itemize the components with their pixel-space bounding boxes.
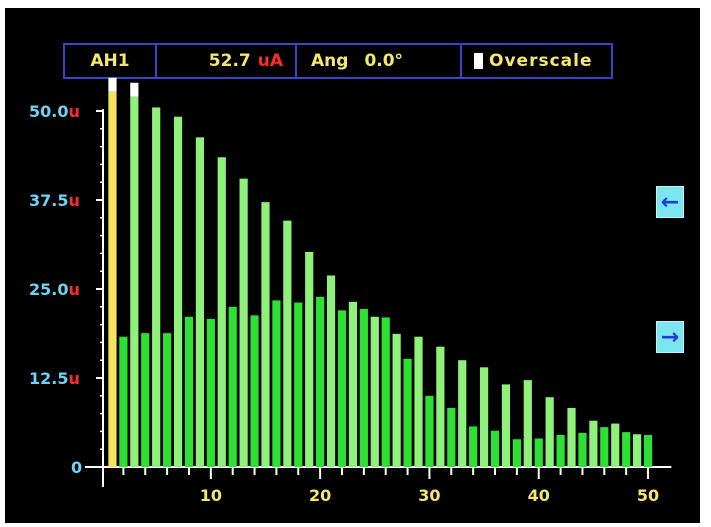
harmonic-bar xyxy=(250,315,259,467)
harmonic-bar xyxy=(447,407,456,467)
harmonic-bar xyxy=(370,316,379,467)
harmonic-bar xyxy=(119,336,128,467)
harmonic-bar xyxy=(556,434,565,467)
harmonic-bar xyxy=(206,318,215,467)
harmonic-value-unit: uA xyxy=(257,51,283,71)
harmonic-bar xyxy=(501,384,511,467)
harmonic-bar xyxy=(272,300,281,467)
harmonic-bar xyxy=(337,310,347,467)
harmonic-bar xyxy=(228,306,237,467)
harmonic-bar xyxy=(163,333,172,467)
x-tick-label: 40 xyxy=(528,486,550,505)
harmonic-bar xyxy=(130,96,139,467)
harmonic-bar xyxy=(458,360,467,467)
harmonic-value-readout: 52.7 uA xyxy=(157,45,297,77)
harmonic-bar xyxy=(316,296,325,467)
harmonic-bar xyxy=(381,317,390,467)
harmonic-bar xyxy=(195,137,205,467)
harmonic-bar xyxy=(141,333,150,467)
harmonic-bar xyxy=(152,107,161,467)
arrow-left-icon: ← xyxy=(660,189,680,215)
y-tick-label: 37.5u xyxy=(29,191,80,210)
overscale-legend: Overscale xyxy=(462,45,611,77)
overscale-label: Overscale xyxy=(489,51,593,71)
overscale-swatch xyxy=(474,53,483,69)
harmonic-bar xyxy=(545,397,554,467)
harmonic-bar xyxy=(534,438,543,467)
harmonic-bar xyxy=(479,367,489,467)
harmonic-selector[interactable]: AH1 xyxy=(65,45,157,77)
harmonic-value: 52.7 xyxy=(208,51,251,71)
y-tick-label: 25.0u xyxy=(29,280,80,299)
harmonic-bar xyxy=(392,333,401,467)
harmonic-bar xyxy=(261,202,270,468)
harmonic-bar xyxy=(589,420,598,467)
x-tick-label: 20 xyxy=(309,486,331,505)
harmonic-bar xyxy=(184,316,194,467)
harmonic-bar xyxy=(294,302,303,467)
scroll-right-button[interactable]: → xyxy=(656,321,684,353)
harmonic-bar xyxy=(326,275,336,467)
angle-value: 0.0° xyxy=(364,51,404,71)
x-tick-label: 10 xyxy=(200,486,222,505)
harmonic-bar xyxy=(643,434,653,467)
y-tick-label: 0 xyxy=(71,458,82,477)
harmonic-bar xyxy=(622,432,631,467)
harmonic-bar xyxy=(469,426,478,467)
harmonic-bar xyxy=(414,336,423,467)
harmonic-bar xyxy=(523,380,532,467)
harmonic-bar xyxy=(600,427,609,467)
harmonic-bar xyxy=(567,407,576,467)
angle-label: Ang xyxy=(311,51,349,71)
arrow-right-icon: → xyxy=(660,324,680,350)
harmonic-bar xyxy=(436,346,445,467)
harmonic-bar xyxy=(425,395,434,467)
x-tick-label: 30 xyxy=(418,486,440,505)
harmonic-bar xyxy=(490,430,500,467)
x-tick-label: 50 xyxy=(637,486,659,505)
overscale-marker xyxy=(130,82,139,97)
scroll-left-button[interactable]: ← xyxy=(656,186,684,218)
harmonic-label: AH1 xyxy=(90,51,130,71)
harmonic-bar xyxy=(108,91,117,467)
harmonic-bar xyxy=(217,157,226,467)
y-tick-label: 50.0u xyxy=(29,102,80,121)
harmonic-bar xyxy=(578,432,587,467)
y-tick-label: 12.5u xyxy=(29,369,80,388)
harmonic-bar xyxy=(611,423,620,467)
harmonic-bar xyxy=(403,358,412,467)
harmonic-bar xyxy=(512,439,521,467)
angle-readout: Ang 0.0° xyxy=(297,45,462,77)
harmonic-bar xyxy=(305,251,314,467)
overscale-marker xyxy=(108,77,117,92)
harmonic-bar xyxy=(633,434,642,467)
harmonic-bar xyxy=(239,178,248,467)
harmonic-bar-chart: 50.0u 37.5u 25.0u 12.5u 0 10 20 30 40 50 xyxy=(29,77,672,505)
harmonic-bar xyxy=(283,220,292,467)
measurement-header: AH1 52.7 uA Ang 0.0° Overscale xyxy=(63,43,613,79)
harmonic-bar xyxy=(173,116,183,468)
analyzer-screen: AH1 52.7 uA Ang 0.0° Overscale 50.0u 37.5… xyxy=(5,8,700,523)
harmonic-bar xyxy=(359,308,368,467)
harmonic-bar xyxy=(348,301,358,467)
